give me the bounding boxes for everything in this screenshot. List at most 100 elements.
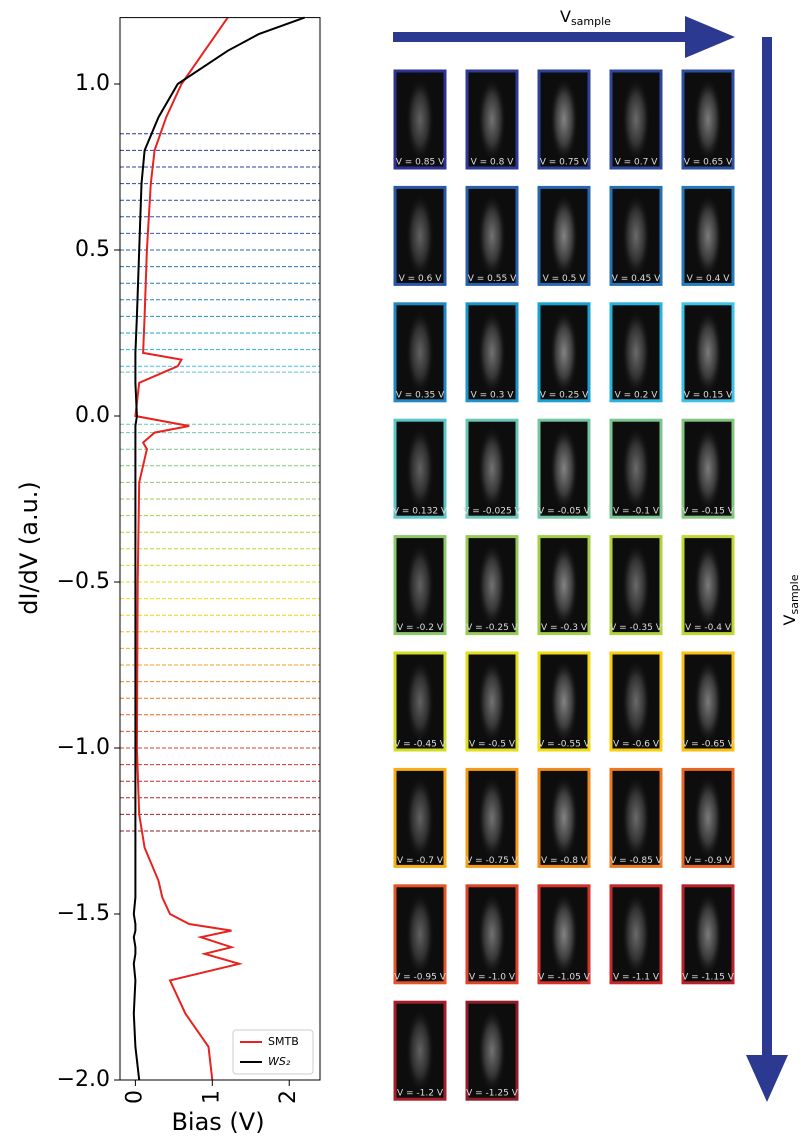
image-panel: V = 0.4 V	[681, 185, 735, 286]
image-panel: V = -0.85 V	[609, 767, 663, 868]
panel-label: V = -0.6 V	[613, 740, 660, 750]
image-panel: V = -1.0 V	[465, 884, 519, 985]
x-tick-label: 2	[276, 1090, 301, 1104]
panel-label: V = -1.1 V	[613, 972, 660, 982]
panel-border	[609, 69, 663, 170]
panel-border	[681, 535, 735, 636]
panel-label: V = -0.45 V	[394, 740, 447, 750]
panel-glow	[478, 775, 506, 860]
panel-glow	[478, 892, 506, 977]
panel-border	[609, 302, 663, 403]
image-panel: V = -0.6 V	[609, 651, 663, 752]
panel-border	[537, 185, 591, 286]
series-line	[132, 16, 305, 1081]
panel-border	[393, 69, 447, 170]
y-tick-label: 0.0	[75, 403, 110, 428]
image-panel: V = -0.05 V	[537, 418, 591, 519]
panel-border	[681, 418, 735, 519]
panel-border	[609, 884, 663, 985]
image-panel: V = -1.05 V	[537, 884, 591, 985]
panel-border	[681, 69, 735, 170]
panel-border	[609, 418, 663, 519]
panel-label: V = -0.025 V	[463, 507, 521, 517]
panel-glow	[550, 310, 578, 395]
panel-glow	[622, 892, 650, 977]
image-panel: V = -1.25 V	[465, 1000, 519, 1101]
panel-border	[537, 767, 591, 868]
panel-label: V = 0.3 V	[471, 390, 515, 400]
panel-label: V = -1.05 V	[538, 972, 591, 982]
series-line	[134, 17, 244, 1081]
image-panel: V = -0.1 V	[609, 418, 663, 519]
panel-label: V = -0.55 V	[538, 740, 591, 750]
plot-frame	[119, 17, 321, 1081]
image-panel: V = 0.132 V	[393, 418, 448, 519]
image-panel: V = -0.2 V	[393, 535, 447, 636]
panel-label: V = 0.65 V	[684, 158, 733, 168]
panel-border	[465, 1000, 519, 1101]
image-panel: V = -0.025 V	[463, 418, 522, 519]
image-panel: V = -0.15 V	[681, 418, 735, 519]
panel-border	[537, 302, 591, 403]
arrow-head	[746, 1055, 788, 1102]
x-axis-label: Bias (V)	[171, 1108, 264, 1136]
image-panel: V = -0.8 V	[537, 767, 591, 868]
panel-border	[609, 767, 663, 868]
arrow-label-sub: sample	[571, 15, 611, 28]
panel-border	[537, 884, 591, 985]
panel-label: V = -0.9 V	[685, 856, 732, 866]
panel-label: V = -0.8 V	[541, 856, 588, 866]
panel-label: V = 0.35 V	[396, 390, 445, 400]
panel-glow	[694, 426, 722, 511]
panel-label: V = 0.55 V	[468, 274, 517, 284]
image-panel: V = 0.15 V	[681, 302, 735, 403]
panel-glow	[622, 310, 650, 395]
panel-glow	[478, 543, 506, 628]
panel-glow	[550, 892, 578, 977]
panel-label: V = -0.5 V	[469, 740, 516, 750]
panel-glow	[694, 543, 722, 628]
legend: SMTB WS₂	[232, 1029, 314, 1075]
image-panel: V = 0.8 V	[465, 69, 519, 170]
panel-glow	[478, 426, 506, 511]
panel-label: V = -0.7 V	[397, 856, 444, 866]
panel-glow	[478, 77, 506, 162]
panel-border	[465, 302, 519, 403]
panel-glow	[550, 193, 578, 278]
y-axis-label: dI/dV (a.u.)	[15, 481, 43, 615]
legend-label: WS₂	[268, 1055, 291, 1068]
arrow-label-main: V	[780, 614, 799, 625]
panel-glow	[622, 775, 650, 860]
panel-label: V = 0.5 V	[543, 274, 587, 284]
y-tick-label: −1.5	[57, 901, 110, 926]
image-panel: V = 0.2 V	[609, 302, 663, 403]
panel-glow	[478, 659, 506, 744]
panel-label: V = 0.7 V	[615, 158, 659, 168]
panel-label: V = 0.6 V	[399, 274, 443, 284]
arrow-label-main: V	[560, 7, 571, 26]
panel-label: V = -0.25 V	[466, 623, 519, 633]
panel-border	[465, 69, 519, 170]
y-tick-label: −0.5	[57, 569, 110, 594]
image-panel: V = 0.7 V	[609, 69, 663, 170]
image-panel: V = -0.55 V	[537, 651, 591, 752]
panel-border	[393, 185, 447, 286]
panel-border	[609, 535, 663, 636]
panel-glow	[406, 426, 434, 511]
panel-glow	[694, 775, 722, 860]
panel-border	[393, 1000, 447, 1101]
panel-border	[393, 767, 447, 868]
panel-label: V = -0.15 V	[682, 507, 735, 517]
panel-border	[393, 535, 447, 636]
x-tick-label: 0	[122, 1090, 147, 1104]
panel-label: V = -0.3 V	[541, 623, 588, 633]
panel-glow	[406, 193, 434, 278]
panel-glow	[550, 543, 578, 628]
panel-border	[609, 651, 663, 752]
panel-glow	[694, 193, 722, 278]
y-tick-label: −1.0	[57, 735, 110, 760]
image-panel: V = 0.35 V	[393, 302, 447, 403]
image-panel: V = -0.5 V	[465, 651, 519, 752]
panel-glow	[550, 426, 578, 511]
panel-label: V = 0.2 V	[615, 390, 659, 400]
